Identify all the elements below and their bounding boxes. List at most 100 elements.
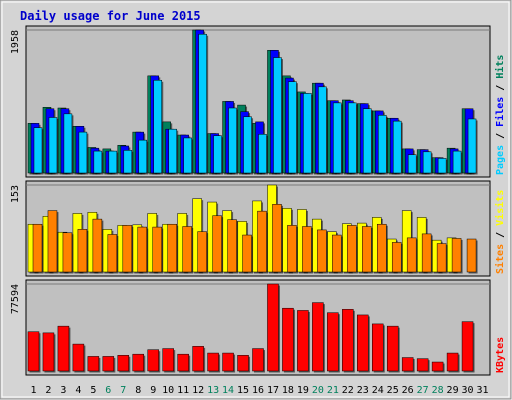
x-tick-label: 24	[372, 385, 384, 396]
bar-sites	[466, 238, 477, 273]
bar-sites	[287, 225, 297, 273]
bar-sites	[391, 242, 402, 273]
bar-pages	[168, 128, 177, 174]
x-tick-label: 19	[297, 385, 309, 396]
bar-kbytes	[57, 325, 70, 372]
bar-kbytes	[312, 302, 324, 372]
legend-entry: Pages	[495, 145, 506, 175]
bar-pages	[467, 118, 477, 174]
panel-legend: Sites / Visits	[494, 190, 506, 274]
x-tick-label: 27	[417, 385, 429, 396]
bar-sites	[272, 204, 282, 273]
bar-sites	[421, 233, 432, 273]
max-label: 153	[10, 185, 21, 203]
bar-pages	[333, 102, 342, 174]
bar-sites	[227, 219, 237, 273]
legend-entry: Hits	[494, 55, 506, 79]
bar-pages	[153, 79, 162, 174]
x-tick-label: 12	[192, 385, 204, 396]
x-tick-label: 10	[162, 385, 174, 396]
x-tick-label: 21	[327, 385, 339, 396]
panel-visits-sites: 153 Sites / Visits	[10, 180, 506, 277]
x-tick-label: 5	[90, 385, 96, 396]
x-tick-label: 28	[432, 385, 444, 396]
bar-kbytes	[192, 346, 204, 372]
panel-hits-files-pages: 1958 Pages / Files / Hits	[10, 25, 506, 178]
bar-sites	[317, 229, 327, 273]
bar-pages	[243, 116, 252, 174]
x-tick-label: 6	[105, 385, 111, 396]
x-tick-label: 9	[150, 385, 156, 396]
bar-kbytes	[461, 321, 474, 372]
x-tick-label: 11	[177, 385, 189, 396]
chart-panels: 1958 Pages / Files / Hits 153 Sites / Visit…	[10, 25, 506, 376]
bar-sites	[32, 223, 43, 273]
bar-kbytes	[386, 325, 399, 372]
bar-sites	[47, 210, 58, 273]
bar-pages	[273, 57, 282, 174]
bar-pages	[108, 150, 118, 174]
bar-kbytes	[42, 332, 55, 372]
bar-sites	[436, 243, 447, 273]
bar-sites	[107, 234, 118, 273]
x-tick-label: 2	[45, 385, 51, 396]
bar-pages	[437, 158, 447, 174]
legend-entry: Sites	[494, 244, 506, 274]
x-tick-label: 31	[476, 385, 488, 396]
x-tick-label: 7	[120, 385, 126, 396]
bar-sites	[406, 237, 417, 273]
x-tick-label: 17	[267, 385, 279, 396]
bar-sites	[302, 226, 312, 273]
bar-pages	[392, 120, 402, 174]
bar-pages	[93, 150, 103, 174]
bar-pages	[33, 127, 43, 174]
x-tick-label: 15	[237, 385, 249, 396]
bar-sites	[167, 223, 177, 273]
x-tick-label: 13	[207, 385, 219, 396]
bar-kbytes	[207, 352, 219, 372]
x-axis-labels: 1 2 3 4 5 6 7 8 9 10 11 12 13 14 15 16 17 18 19 20 21 22 23 24 2…	[30, 385, 488, 396]
x-tick-label: 22	[342, 385, 354, 396]
bar-kbytes	[177, 353, 189, 372]
bar-sites	[362, 226, 372, 273]
bar-pages	[363, 108, 372, 174]
bar-kbytes	[357, 314, 369, 372]
x-tick-label: 20	[312, 385, 324, 396]
bar-kbytes	[147, 349, 159, 372]
bar-pages	[213, 135, 222, 174]
bar-kbytes	[297, 310, 309, 372]
bar-sites	[122, 225, 133, 273]
x-tick-label: 16	[252, 385, 264, 396]
x-tick-label: 1	[30, 385, 36, 396]
bar-kbytes	[446, 352, 459, 372]
bar-sites	[182, 226, 192, 273]
bar-kbytes	[117, 355, 130, 372]
bar-pages	[228, 107, 237, 174]
legend-entry: Files	[494, 97, 506, 127]
bar-kbytes	[267, 283, 279, 372]
chart-title: Daily usage for June 2015	[20, 9, 201, 23]
x-tick-label: 8	[135, 385, 141, 396]
bar-kbytes	[431, 361, 444, 372]
bar-kbytes	[252, 348, 264, 372]
legend-entry: Visits	[494, 190, 506, 226]
bar-kbytes	[132, 353, 145, 372]
x-tick-label: 29	[447, 385, 459, 396]
bar-sites	[62, 232, 73, 273]
bar-sites	[212, 215, 222, 273]
bar-kbytes	[237, 355, 249, 372]
x-tick-label: 30	[462, 385, 474, 396]
series-sites	[32, 204, 478, 274]
bar-pages	[348, 102, 357, 174]
bar-pages	[407, 154, 417, 174]
bar-sites	[257, 210, 267, 273]
bar-pages	[378, 115, 387, 174]
bar-kbytes	[342, 309, 354, 372]
series-kbytes	[27, 283, 475, 373]
x-tick-label: 3	[60, 385, 66, 396]
bar-sites	[332, 234, 342, 273]
bar-pages	[78, 131, 88, 174]
bar-pages	[318, 86, 327, 174]
